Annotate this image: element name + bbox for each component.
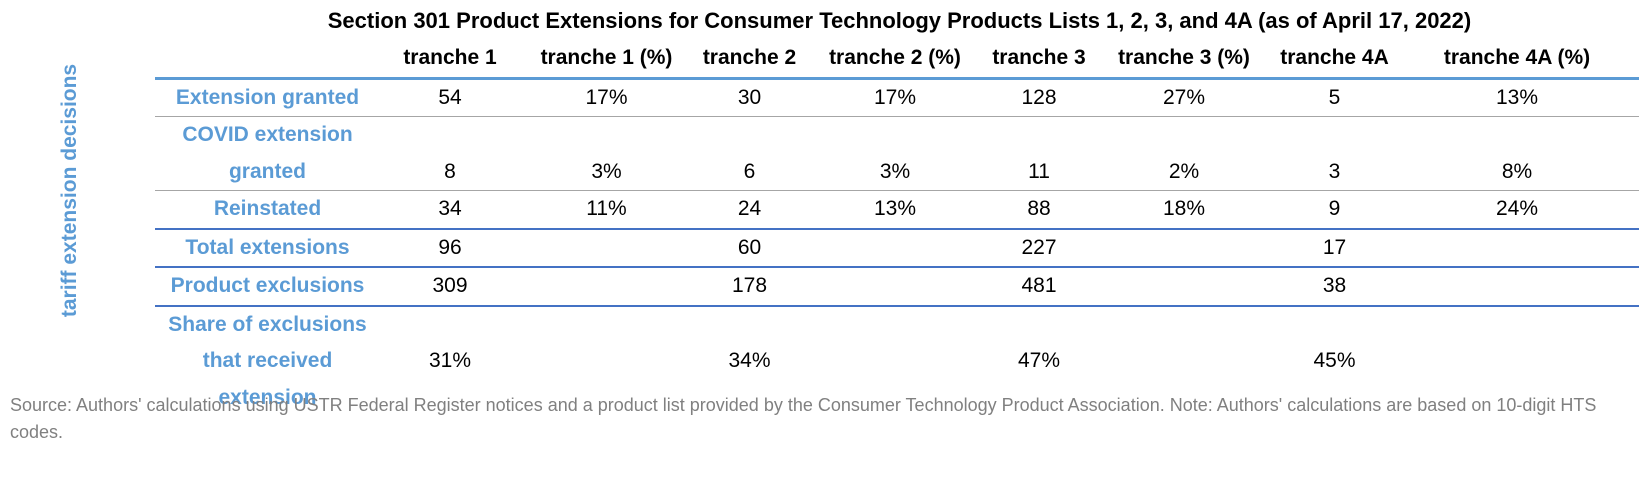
table-cell: 11%: [520, 190, 693, 230]
column-header: tranche 1 (%): [520, 40, 693, 80]
table-cell: 178: [693, 267, 806, 307]
table-cell: [520, 228, 693, 268]
table-row: Total extensions 96 60 227 17: [155, 228, 1639, 268]
column-header: tranche 2 (%): [806, 40, 984, 80]
column-header: tranche 3: [984, 40, 1094, 80]
extensions-table: tranche 1 tranche 1 (%) tranche 2 tranch…: [155, 40, 1639, 416]
table-cell: 24%: [1395, 190, 1639, 230]
table-cell: 31%: [428, 349, 472, 372]
row-label: Reinstated: [155, 190, 380, 230]
table-cell: 47%: [1017, 349, 1061, 372]
column-header: tranche 4A (%): [1395, 40, 1639, 80]
table-row: COVID extension granted 8 3% 6 3% 11 2% …: [155, 116, 1639, 191]
row-label: Share of exclusions that received extens…: [168, 312, 367, 409]
row-label: Extension granted: [155, 78, 380, 117]
table-cell: 38: [1274, 267, 1395, 307]
table-cell: 88: [984, 190, 1094, 230]
column-header: tranche 1: [380, 40, 520, 80]
table-cell: [520, 267, 693, 307]
table-cell: 227: [984, 228, 1094, 268]
table-cell: 2%: [1094, 116, 1274, 191]
table-cell: 24: [693, 190, 806, 230]
table-cell: 5: [1274, 78, 1395, 117]
row-label: Product exclusions: [155, 267, 380, 307]
table-cell: [1395, 267, 1639, 307]
table-cell: 17%: [806, 78, 984, 117]
table-cell: 309: [380, 267, 520, 307]
table-cell: 9: [1274, 190, 1395, 230]
table-cell: [806, 267, 984, 307]
table-cell: 11: [984, 116, 1094, 191]
table-cell: 13%: [806, 190, 984, 230]
table-cell: 34: [380, 190, 520, 230]
source-note: Source: Authors' calculations using USTR…: [10, 395, 1597, 442]
table-cell: 17: [1274, 228, 1395, 268]
table-cell: [1395, 228, 1639, 268]
table-cell: 128: [984, 78, 1094, 117]
table-cell: 3%: [520, 116, 693, 191]
table-cell: 3%: [806, 116, 984, 191]
table-cell: 60: [693, 228, 806, 268]
row-label: COVID extension granted: [155, 116, 380, 191]
table-row: Product exclusions 309 178 481 38: [155, 267, 1639, 307]
table-cell: 17%: [520, 78, 693, 117]
table-cell: 8%: [1395, 116, 1639, 191]
table-cell: 481: [984, 267, 1094, 307]
table-row: Share of exclusions that received extens…: [155, 306, 1639, 417]
row-group-label: tariff extension decisions: [20, 63, 120, 316]
table-cell: 3: [1274, 116, 1395, 191]
table-title: Section 301 Product Extensions for Consu…: [327, 8, 1472, 33]
table-row: Reinstated 34 11% 24 13% 88 18% 9 24%: [155, 190, 1639, 230]
header-corner: [155, 40, 380, 80]
table-cell: [806, 228, 984, 268]
table-cell: 54: [380, 78, 520, 117]
table-cell: 13%: [1395, 78, 1639, 117]
table-cell: [1094, 267, 1274, 307]
column-header: tranche 4A: [1274, 40, 1395, 80]
table-cell: 34%: [728, 349, 771, 372]
table-cell: 18%: [1094, 190, 1274, 230]
row-group-label-text: tariff extension decisions: [58, 63, 82, 317]
header-row: tranche 1 tranche 1 (%) tranche 2 tranch…: [155, 40, 1639, 80]
table-cell: 8: [380, 116, 520, 191]
table-row: Extension granted 54 17% 30 17% 128 27% …: [155, 78, 1639, 117]
table-cell: [1094, 228, 1274, 268]
table-cell: 45%: [1313, 349, 1356, 372]
table-cell: 30: [693, 78, 806, 117]
table-cell: 27%: [1094, 78, 1274, 117]
column-header: tranche 2: [693, 40, 806, 80]
table-cell: 96: [380, 228, 520, 268]
column-header: tranche 3 (%): [1094, 40, 1274, 80]
table-cell: 6: [693, 116, 806, 191]
row-label: Total extensions: [155, 228, 380, 268]
